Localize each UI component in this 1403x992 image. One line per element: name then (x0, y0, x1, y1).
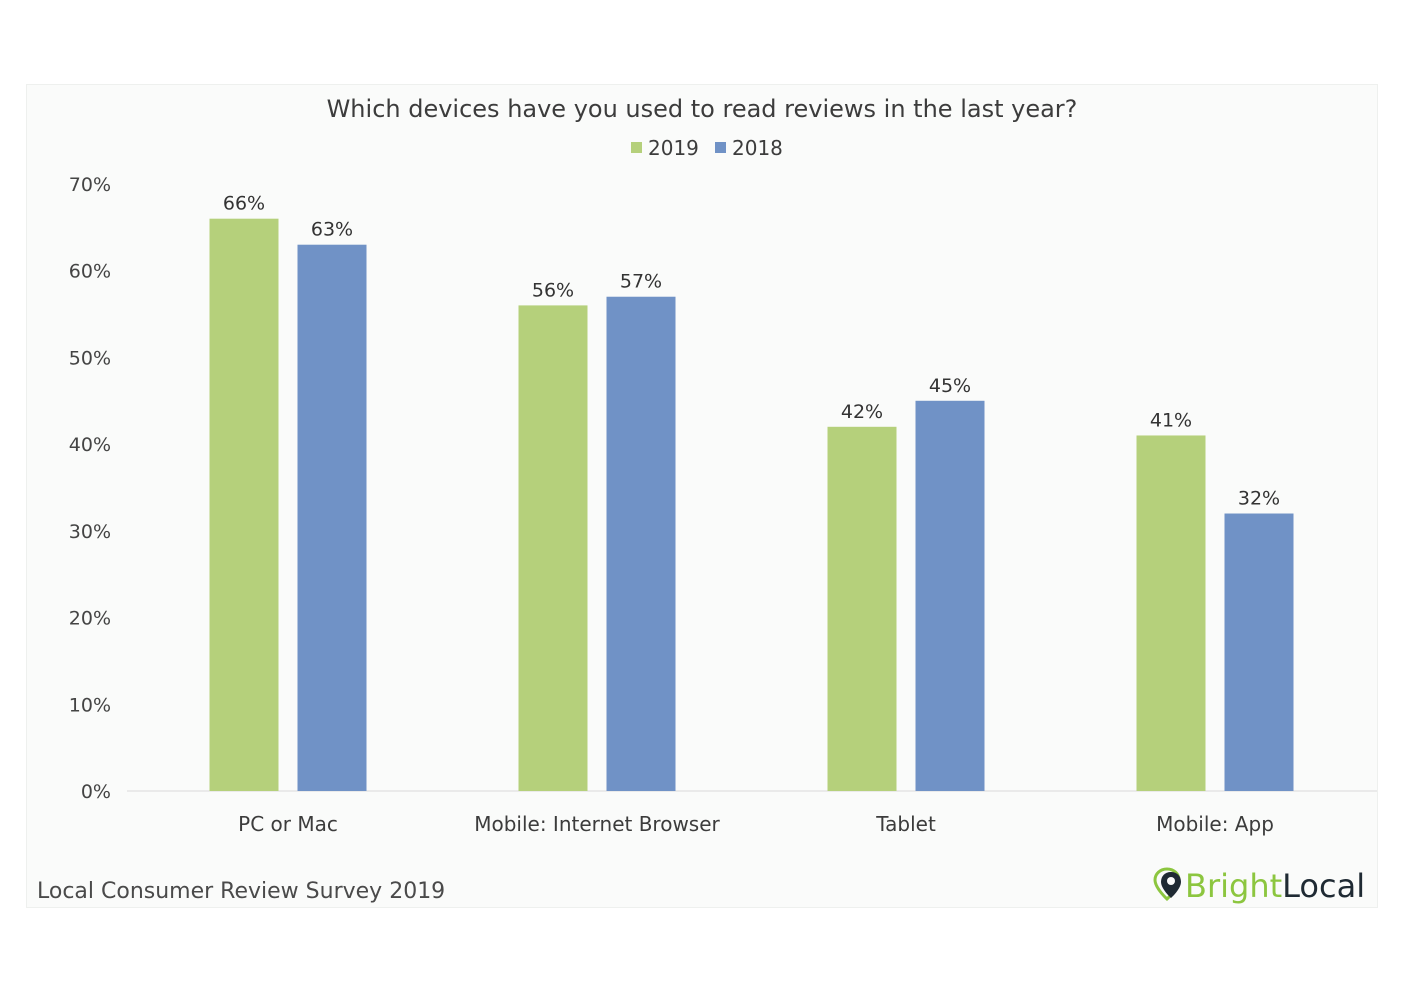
brand-local: Local (1282, 867, 1365, 905)
y-axis: 0% 10% 20% 30% 40% 50% 60% 70% (69, 174, 111, 803)
legend-swatch-2018 (715, 142, 726, 153)
legend-label: 2018 (732, 136, 783, 160)
data-label: 66% (223, 193, 265, 215)
data-label: 42% (841, 401, 883, 423)
bar-2018 (606, 296, 676, 791)
y-tick-label: 30% (69, 521, 111, 543)
bar-2018 (297, 244, 367, 791)
data-label: 32% (1238, 488, 1280, 510)
chart-card: Which devices have you used to read revi… (26, 84, 1378, 908)
chart-title: Which devices have you used to read revi… (327, 95, 1078, 123)
y-tick-label: 20% (69, 608, 111, 630)
y-tick-label: 10% (69, 694, 111, 716)
x-tick-label: Mobile: App (1156, 812, 1274, 836)
source-label: Local Consumer Review Survey 2019 (37, 879, 445, 904)
bars: 66% 63% 56% 57% 42% 45% 41% 32% (209, 193, 1294, 791)
x-tick-label: Tablet (875, 812, 936, 836)
bar-chart: Which devices have you used to read revi… (37, 95, 1377, 905)
svg-text:BrightLocal: BrightLocal (1185, 867, 1365, 905)
data-label: 63% (311, 219, 353, 241)
data-label: 41% (1150, 409, 1192, 431)
y-tick-label: 0% (81, 781, 111, 803)
x-tick-label: PC or Mac (238, 812, 338, 836)
brightlocal-logo: BrightLocal (1153, 867, 1365, 905)
map-pin-icon (1153, 867, 1181, 902)
x-axis: PC or Mac Mobile: Internet Browser Tablet M… (238, 812, 1274, 836)
y-tick-label: 60% (69, 261, 111, 283)
legend: 2019 2018 (631, 136, 783, 160)
y-tick-label: 50% (69, 347, 111, 369)
legend-swatch-2019 (631, 142, 642, 153)
bar-2019 (1136, 435, 1206, 791)
legend-label: 2019 (648, 136, 699, 160)
bar-2019 (827, 426, 897, 791)
data-label: 57% (620, 271, 662, 293)
data-label: 56% (532, 279, 574, 301)
bar-2019 (209, 218, 279, 791)
bar-2019 (518, 305, 588, 791)
data-label: 45% (929, 375, 971, 397)
bar-2018 (915, 400, 985, 791)
y-tick-label: 70% (69, 174, 111, 196)
brand-bright: Bright (1185, 867, 1282, 905)
x-tick-label: Mobile: Internet Browser (474, 812, 720, 836)
bar-2018 (1224, 513, 1294, 791)
y-tick-label: 40% (69, 434, 111, 456)
